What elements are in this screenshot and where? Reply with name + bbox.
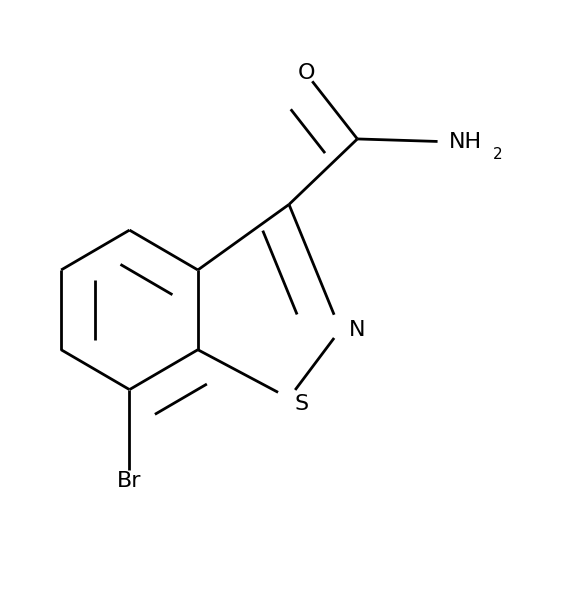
Text: Br: Br bbox=[117, 471, 142, 491]
Text: S: S bbox=[294, 394, 309, 414]
Text: NH: NH bbox=[449, 132, 481, 152]
Text: N: N bbox=[349, 320, 365, 340]
Text: O: O bbox=[297, 63, 315, 84]
Text: 2: 2 bbox=[493, 147, 502, 162]
